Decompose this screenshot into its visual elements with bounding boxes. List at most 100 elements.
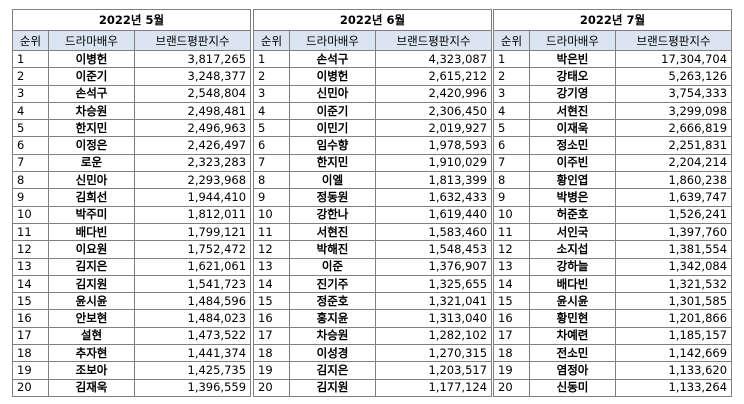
rank-cell: 2 [253,67,290,86]
actor-cell: 서인국 [529,222,616,242]
table-row: 12 이요원 1,752,472 [12,240,252,259]
table-row: 16 안보현 1,484,023 [12,309,252,328]
rank-cell: 13 [253,257,290,276]
actor-cell: 차예련 [529,326,616,346]
score-cell: 3,754,333 [614,84,733,103]
score-cell: 1,321,532 [614,274,733,294]
score-cell: 2,426,497 [133,136,252,155]
actor-cell: 안보현 [48,309,135,328]
actor-cell: 이성경 [289,344,376,363]
table-row: 13 이준 1,376,907 [253,257,493,276]
actor-cell: 추자현 [48,344,135,363]
table-row: 13 강하늘 1,342,084 [493,257,733,276]
score-cell: 1,397,760 [614,222,733,242]
actor-cell: 전소민 [529,344,616,363]
rank-cell: 5 [253,119,290,138]
actor-cell: 윤시윤 [48,292,135,311]
column-header: 드라마배우 [48,30,135,51]
score-cell: 1,484,023 [133,309,252,328]
actor-cell: 이준기 [48,67,135,86]
table-row: 5 이재욱 2,666,819 [493,119,733,138]
score-cell: 1,441,374 [133,344,252,363]
table-row: 4 차승원 2,498,481 [12,101,252,121]
table-row: 9 정동원 1,632,433 [253,188,493,207]
rank-cell: 3 [253,84,290,103]
rank-cell: 14 [493,274,530,294]
rank-cell: 5 [12,119,49,138]
table-row: 5 한지민 2,496,963 [12,119,252,138]
table-row: 6 정소민 2,251,831 [493,136,733,155]
table-row: 4 서현진 3,299,098 [493,101,733,121]
table-row: 8 이엘 1,813,399 [253,171,493,190]
score-cell: 1,133,620 [614,361,733,380]
rank-cell: 15 [253,292,290,311]
actor-cell: 서현진 [289,222,376,242]
actor-cell: 강기영 [529,84,616,103]
actor-cell: 한지민 [289,153,376,173]
table-row: 17 설현 1,473,522 [12,326,252,346]
rank-cell: 10 [493,205,530,224]
actor-cell: 이병헌 [289,67,376,86]
rank-cell: 18 [253,344,290,363]
score-cell: 1,752,472 [133,240,252,259]
actor-cell: 박해진 [289,240,376,259]
table-row: 12 소지섭 1,381,554 [493,240,733,259]
column-header: 브랜드평판지수 [614,30,733,51]
score-cell: 1,325,655 [374,274,493,294]
column-header: 순위 [253,30,290,51]
table-row: 10 허준호 1,526,241 [493,205,733,224]
rank-cell: 15 [12,292,49,311]
score-cell: 1,282,102 [374,326,493,346]
column-header: 드라마배우 [289,30,376,51]
score-cell: 1,484,596 [133,292,252,311]
table-title: 2022년 7월 [492,9,733,31]
score-cell: 2,323,283 [133,153,252,173]
actor-cell: 이민기 [289,119,376,138]
table-row: 5 이민기 2,019,927 [253,119,493,138]
table-row: 8 신민아 2,293,968 [12,171,252,190]
actor-cell: 소지섭 [529,240,616,259]
table-row: 12 박해진 1,548,453 [253,240,493,259]
actor-cell: 한지민 [48,119,135,138]
actor-cell: 이엘 [289,171,376,190]
table-row: 4 이준기 2,306,450 [253,101,493,121]
score-cell: 2,306,450 [374,101,493,121]
score-cell: 1,201,866 [614,309,733,328]
rank-cell: 19 [12,361,49,380]
actor-cell: 윤시윤 [529,292,616,311]
score-cell: 1,621,061 [133,257,252,276]
table-head: 2022년 6월 순위 드라마배우 브랜드평판지수 [252,9,493,51]
rank-cell: 8 [253,171,290,190]
actor-cell: 신민아 [289,84,376,103]
score-cell: 1,396,559 [133,378,252,397]
table-row: 2 강태오 5,263,126 [493,67,733,86]
rank-cell: 16 [493,309,530,328]
rank-cell: 7 [12,153,49,173]
actor-cell: 서현진 [529,101,616,121]
column-header: 드라마배우 [529,30,616,51]
actor-cell: 박은빈 [529,49,616,69]
actor-cell: 김지은 [289,361,376,380]
table-row: 10 박주미 1,812,011 [12,205,252,224]
score-cell: 2,548,804 [133,84,252,103]
table-row: 18 이성경 1,270,315 [253,344,493,363]
table-row: 9 김희선 1,944,410 [12,188,252,207]
table-title: 2022년 6월 [252,9,493,31]
table-row: 3 강기영 3,754,333 [493,84,733,103]
score-cell: 2,420,996 [374,84,493,103]
rank-cell: 17 [253,326,290,346]
score-cell: 1,376,907 [374,257,493,276]
ranking-table: 2022년 6월 순위 드라마배우 브랜드평판지수 1 손석구 4,323,087 2 이병헌 2… [252,9,493,397]
score-cell: 2,251,831 [614,136,733,155]
title-row: 2022년 7월 [492,9,733,31]
score-cell: 1,203,517 [374,361,493,380]
score-cell: 1,313,040 [374,309,493,328]
rank-cell: 8 [12,171,49,190]
table-body: 1 손석구 4,323,087 2 이병헌 2,615,212 3 신민아 2,420,996 4… [253,49,493,397]
actor-cell: 손석구 [289,49,376,69]
actor-cell: 이병헌 [48,49,135,69]
rank-cell: 20 [493,378,530,397]
table-row: 3 손석구 2,548,804 [12,84,252,103]
actor-cell: 임수향 [289,136,376,155]
rank-cell: 9 [253,188,290,207]
